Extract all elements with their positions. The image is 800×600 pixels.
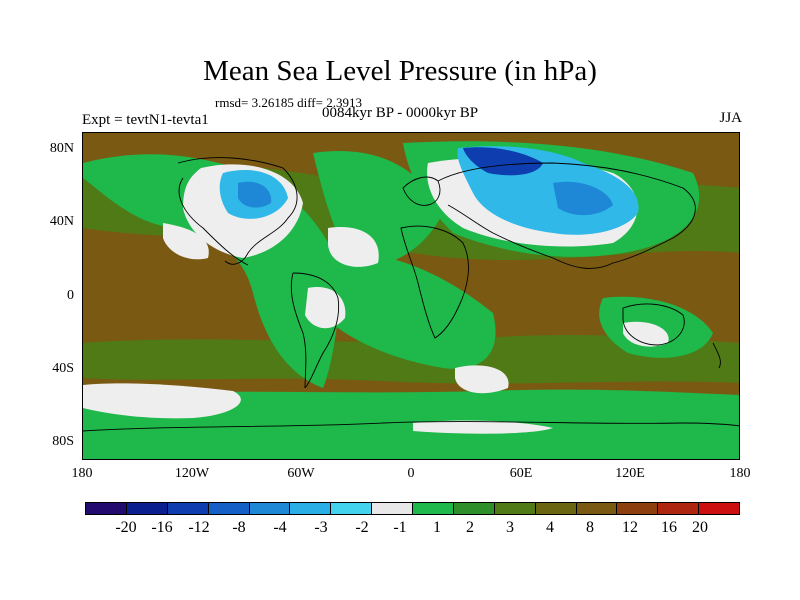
legend-label: 4 bbox=[546, 519, 554, 536]
legend-box bbox=[617, 503, 659, 514]
legend-label: 20 bbox=[692, 519, 708, 536]
field-green-southern-ocean bbox=[83, 389, 739, 433]
legend-box bbox=[699, 503, 739, 514]
map-title: Mean Sea Level Pressure (in hPa) bbox=[203, 55, 597, 87]
lon-label-0: 0 bbox=[407, 466, 415, 481]
lat-label-80s: 80S bbox=[52, 434, 74, 449]
legend-label: -8 bbox=[232, 519, 246, 536]
coastlines bbox=[83, 157, 739, 432]
field-white-south-america bbox=[305, 287, 346, 329]
legend-box bbox=[249, 503, 291, 514]
legend-box bbox=[331, 503, 373, 514]
field-midblue-north-america bbox=[238, 181, 272, 208]
legend-box bbox=[208, 503, 250, 514]
field-white-south-pacific bbox=[83, 383, 241, 419]
lon-label-120w: 120W bbox=[174, 466, 210, 481]
legend-label: 12 bbox=[622, 519, 638, 536]
coast-new-zealand bbox=[712, 342, 721, 369]
field-green-tropical-atlantic bbox=[303, 251, 496, 369]
legend-box bbox=[413, 503, 454, 514]
field-white-atlantic-north bbox=[328, 227, 379, 267]
map-canvas bbox=[83, 133, 739, 459]
legend-box bbox=[576, 503, 618, 514]
lat-label-0: 0 bbox=[67, 288, 74, 303]
field-darkblue-arctic bbox=[463, 147, 543, 176]
field-white-pacific bbox=[163, 223, 209, 260]
legend-label: 16 bbox=[661, 519, 677, 536]
coast-australia bbox=[622, 303, 685, 346]
coast-antarctica bbox=[83, 421, 739, 432]
coast-europe bbox=[402, 176, 441, 206]
legend-label: -4 bbox=[273, 519, 287, 536]
legend-label: -2 bbox=[355, 519, 369, 536]
lat-label-40s: 40S bbox=[52, 361, 74, 376]
coast-africa bbox=[400, 225, 469, 339]
legend-label: -3 bbox=[314, 519, 328, 536]
legend-box bbox=[494, 503, 536, 514]
field-white-antarctic-coast bbox=[413, 420, 553, 434]
legend-label: 3 bbox=[506, 519, 514, 536]
color-legend bbox=[85, 502, 740, 515]
legend-label: -1 bbox=[393, 519, 407, 536]
legend-label: 8 bbox=[586, 519, 594, 536]
legend-label: 2 bbox=[466, 519, 474, 536]
lon-label-120e: 120E bbox=[615, 466, 645, 481]
legend-box bbox=[658, 503, 700, 514]
legend-label: -20 bbox=[115, 519, 137, 536]
lat-label-40n: 40N bbox=[49, 214, 74, 229]
legend-box bbox=[535, 503, 577, 514]
field-white-south-atlantic bbox=[455, 365, 509, 394]
lon-label-60e: 60E bbox=[509, 466, 533, 481]
field-white-australia bbox=[623, 321, 669, 347]
lat-label-80n: 80N bbox=[49, 141, 74, 156]
legend-label: -16 bbox=[151, 519, 173, 536]
coast-asia bbox=[437, 162, 696, 269]
legend-box bbox=[86, 503, 127, 514]
pressure-map bbox=[82, 132, 740, 460]
lon-label-180w: 180 bbox=[71, 466, 93, 481]
coast-north-america bbox=[177, 157, 298, 265]
lon-label-180e: 180 bbox=[729, 466, 751, 481]
experiment-label: Expt = tevtN1-tevta1 bbox=[82, 112, 209, 128]
coast-south-america bbox=[292, 272, 340, 389]
legend-box bbox=[372, 503, 413, 514]
field-green-antarctica bbox=[83, 433, 739, 459]
lon-label-60w: 60W bbox=[287, 466, 315, 481]
period-label: 0084kyr BP - 0000kyr BP bbox=[322, 105, 479, 121]
legend-box bbox=[290, 503, 332, 514]
season-label: JJA bbox=[719, 110, 742, 126]
field-midblue-central-asia bbox=[553, 181, 613, 216]
legend-label: -12 bbox=[188, 519, 210, 536]
legend-box bbox=[167, 503, 209, 514]
rmsd-diff-stats: rmsd= 3.26185 diff= 2.3913 bbox=[215, 95, 362, 110]
legend-box bbox=[453, 503, 495, 514]
legend-label: 1 bbox=[433, 519, 441, 536]
legend-box bbox=[126, 503, 168, 514]
